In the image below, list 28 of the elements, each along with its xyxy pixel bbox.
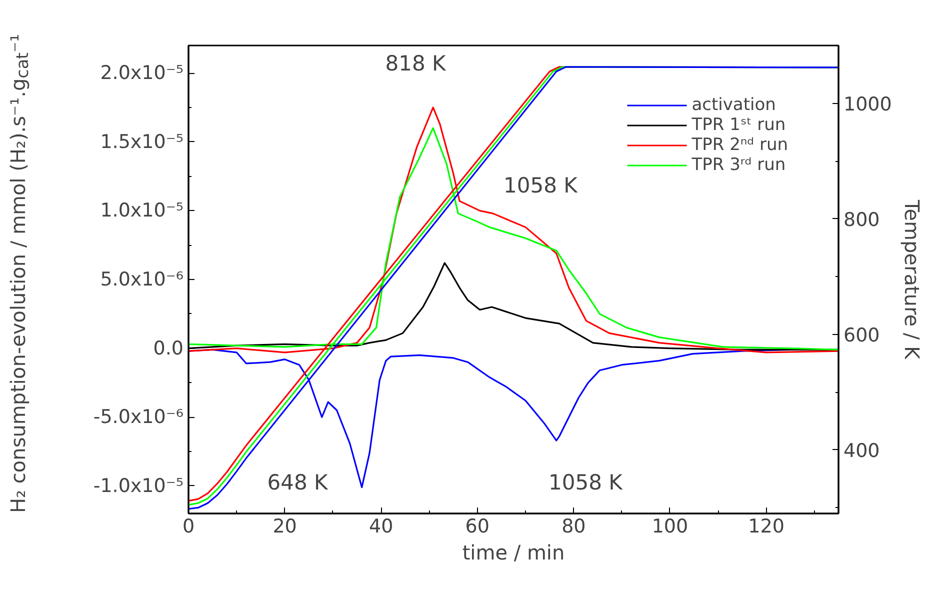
x-tick-label: 20 xyxy=(272,516,297,538)
y2-axis-title: Temperature / K xyxy=(900,198,924,360)
y-tick-label: -1.0x10⁻⁵ xyxy=(93,474,184,497)
x-tick-label: 60 xyxy=(465,516,490,538)
x-tick-label: 80 xyxy=(562,516,586,538)
y-tick-label: 5.0x10⁻⁶ xyxy=(100,268,184,290)
y2-tick-label: 600 xyxy=(844,324,880,346)
y-tick-label: 1.0x10⁻⁵ xyxy=(100,200,184,222)
x-tick-label: 0 xyxy=(182,516,195,538)
y-tick-label: 0.0 xyxy=(153,337,184,360)
annotation: 648 K xyxy=(267,470,329,494)
y-tick-label: 2.0x10⁻⁵ xyxy=(100,62,184,84)
annotation: 1058 K xyxy=(504,174,579,198)
legend-label: TPR 2ⁿᵈ run xyxy=(692,135,788,155)
y-tick-label: -5.0x10⁻⁶ xyxy=(93,406,184,428)
annotation: 1058 K xyxy=(548,470,624,494)
x-tick-label: 100 xyxy=(652,516,688,538)
x-axis-title: time / min xyxy=(462,540,565,564)
annotation: 818 K xyxy=(385,52,447,76)
y-tick-label: 1.5x10⁻⁵ xyxy=(100,130,184,153)
legend-label: TPR 1ˢᵗ run xyxy=(692,115,786,135)
x-tick-label: 120 xyxy=(748,516,784,538)
y2-tick-label: 800 xyxy=(844,208,880,231)
y2-tick-label: 400 xyxy=(844,440,880,462)
y2-tick-label: 1000 xyxy=(844,93,892,116)
legend-label: TPR 3ʳᵈ run xyxy=(692,155,786,175)
x-tick-label: 40 xyxy=(369,516,394,538)
legend-label: activation xyxy=(692,95,776,115)
